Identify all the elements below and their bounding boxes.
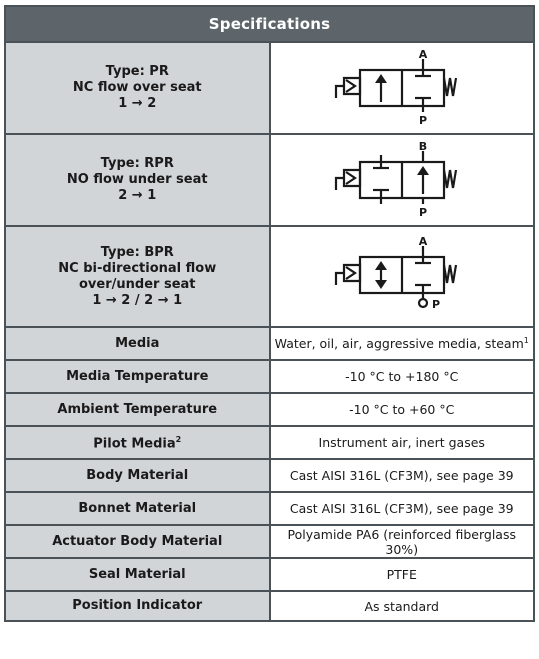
port-label-bottom: P xyxy=(419,206,427,218)
spec-label: Actuator Body Material xyxy=(4,524,271,559)
footnote-marker: 1 xyxy=(523,335,529,345)
type-name: Type: BPR xyxy=(100,244,174,260)
port-label-bottom: P xyxy=(419,114,427,126)
spec-label-text: Media xyxy=(115,335,160,351)
spec-value-text: Water, oil, air, aggressive media, steam xyxy=(274,336,524,352)
valve-symbol-bpr: A P xyxy=(334,237,457,311)
type-description-continued: over/under seat xyxy=(79,276,196,292)
flow-direction: 1 → 2 xyxy=(118,96,157,111)
valve-symbol-pr: A P xyxy=(334,50,457,126)
spec-row-pilot-media: Pilot Media2 Instrument air, inert gases xyxy=(4,425,535,460)
spec-label: Media Temperature xyxy=(4,359,271,394)
type-description: NC bi-directional flow xyxy=(58,260,217,276)
spec-row-media-temperature: Media Temperature -10 °C to +180 °C xyxy=(4,359,535,394)
type-row-pr: Type: PR NC flow over seat 1 → 2 xyxy=(4,41,535,135)
specifications-table: Specifications Type: PR NC flow over sea… xyxy=(4,5,535,622)
spec-value: Water, oil, air, aggressive media, steam… xyxy=(268,326,535,361)
valve-symbol-cell: A P xyxy=(268,41,535,135)
valve-symbol-cell: B P xyxy=(268,133,535,227)
spec-row-bonnet-material: Bonnet Material Cast AISI 316L (CF3M), s… xyxy=(4,491,535,526)
port-label-bottom: P xyxy=(432,298,440,311)
valve-symbol-cell: A P xyxy=(268,225,535,328)
spec-value: Cast AISI 316L (CF3M), see page 39 xyxy=(268,491,535,526)
spec-value: PTFE xyxy=(268,557,535,592)
type-row-bpr: Type: BPR NC bi-directional flow over/un… xyxy=(4,225,535,328)
type-label: Type: BPR NC bi-directional flow over/un… xyxy=(4,225,271,328)
spec-label: Bonnet Material xyxy=(4,491,271,526)
spec-label: Media xyxy=(4,326,271,361)
footnote-marker: 2 xyxy=(175,435,182,445)
spec-row-position-indicator: Position Indicator As standard xyxy=(4,590,535,622)
spec-value: Instrument air, inert gases xyxy=(268,425,535,460)
spec-label: Position Indicator xyxy=(4,590,271,622)
spec-value: Polyamide PA6 (reinforced fiberglass 30%… xyxy=(268,524,535,559)
type-label: Type: PR NC flow over seat 1 → 2 xyxy=(4,41,271,135)
port-label-top: A xyxy=(418,50,427,61)
flow-direction: 2 → 1 xyxy=(118,188,157,203)
flow-direction: 1 → 2 / 2 → 1 xyxy=(92,292,183,308)
type-description: NO flow under seat xyxy=(66,172,208,187)
specifications-table-container: Specifications Type: PR NC flow over sea… xyxy=(4,5,535,622)
spec-value: Cast AISI 316L (CF3M), see page 39 xyxy=(268,458,535,493)
spec-row-media: Media Water, oil, air, aggressive media,… xyxy=(4,326,535,361)
type-name: Type: RPR xyxy=(100,156,174,171)
spec-row-actuator-body-material: Actuator Body Material Polyamide PA6 (re… xyxy=(4,524,535,559)
spec-row-body-material: Body Material Cast AISI 316L (CF3M), see… xyxy=(4,458,535,493)
port-label-top: B xyxy=(419,142,427,153)
table-header: Specifications xyxy=(4,5,535,43)
spec-value: -10 °C to +180 °C xyxy=(268,359,535,394)
spec-row-seal-material: Seal Material PTFE xyxy=(4,557,535,592)
spec-row-ambient-temperature: Ambient Temperature -10 °C to +60 °C xyxy=(4,392,535,427)
spec-label-text: Pilot Media xyxy=(93,436,176,452)
spec-value: -10 °C to +60 °C xyxy=(268,392,535,427)
type-label: Type: RPR NO flow under seat 2 → 1 xyxy=(4,133,271,227)
valve-symbol-rpr: B P xyxy=(334,142,457,218)
type-name: Type: PR xyxy=(105,64,169,79)
type-description: NC flow over seat xyxy=(72,80,202,95)
spec-label: Pilot Media2 xyxy=(4,425,271,460)
type-row-rpr: Type: RPR NO flow under seat 2 → 1 xyxy=(4,133,535,227)
spec-label: Seal Material xyxy=(4,557,271,592)
port-label-top: A xyxy=(418,237,427,248)
spec-value: As standard xyxy=(268,590,535,622)
spec-label: Body Material xyxy=(4,458,271,493)
spec-label: Ambient Temperature xyxy=(4,392,271,427)
